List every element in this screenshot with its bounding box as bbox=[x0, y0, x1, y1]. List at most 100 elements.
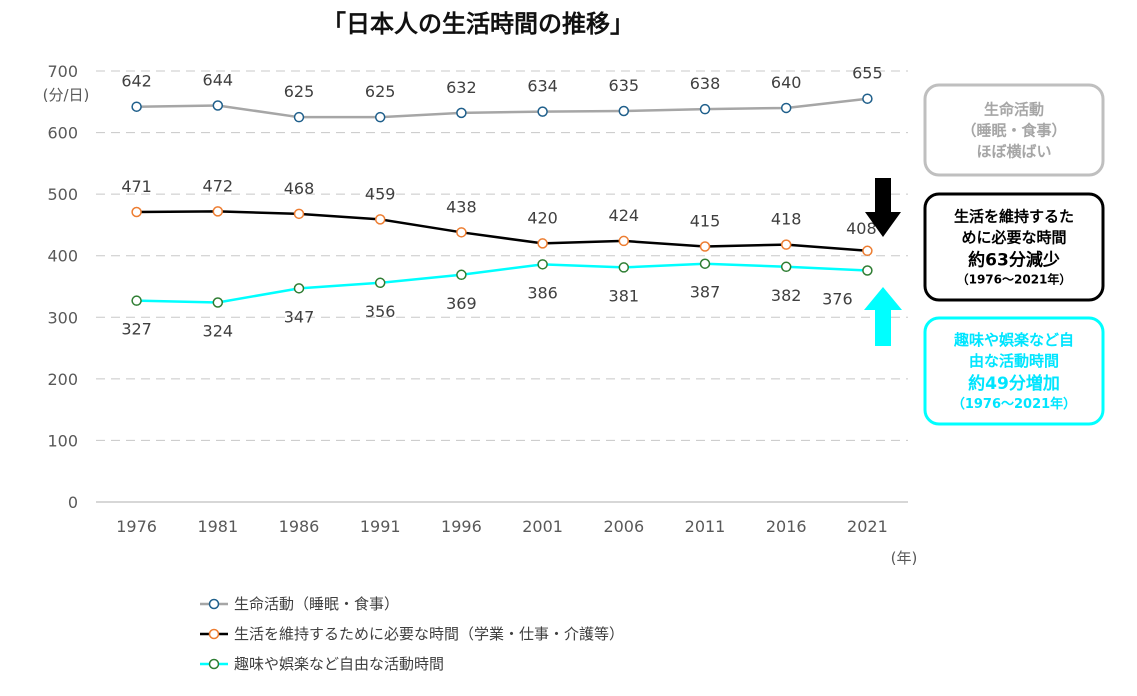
data-label: 327 bbox=[121, 320, 152, 339]
series-line bbox=[136, 97, 868, 119]
data-point bbox=[699, 241, 711, 252]
legend-label: 生活を維持するために必要な時間（学業・仕事・介護等） bbox=[234, 625, 624, 643]
data-point bbox=[537, 238, 548, 249]
y-tick-label: 700 bbox=[47, 62, 78, 81]
data-label: 625 bbox=[284, 82, 315, 101]
data-label: 632 bbox=[446, 78, 477, 97]
x-tick-label: 1991 bbox=[360, 517, 401, 536]
data-point bbox=[618, 262, 630, 273]
data-point bbox=[537, 259, 548, 270]
data-point bbox=[374, 277, 386, 289]
legend-item-3[interactable]: 趣味や娯楽など自由な活動時間 bbox=[200, 655, 444, 673]
annotation-line: 約63分減少 bbox=[968, 250, 1060, 271]
data-point bbox=[537, 106, 548, 117]
data-label: 471 bbox=[121, 177, 152, 196]
annotation-line: めに必要な時間 bbox=[961, 229, 1066, 247]
data-label: 386 bbox=[527, 283, 558, 302]
annotation-line: （1976〜2021年） bbox=[952, 396, 1076, 412]
data-label: 382 bbox=[771, 286, 802, 305]
data-point bbox=[456, 107, 467, 119]
annotation-line: 由な活動時間 bbox=[969, 352, 1059, 370]
data-label: 640 bbox=[771, 73, 802, 92]
annotation-line: ほぼ横ばい bbox=[976, 143, 1051, 161]
data-label: 324 bbox=[203, 322, 234, 341]
y-tick-label: 200 bbox=[47, 370, 78, 389]
y-tick-label: 600 bbox=[47, 124, 78, 143]
data-label: 644 bbox=[203, 70, 234, 89]
data-point bbox=[374, 111, 386, 123]
data-label: 655 bbox=[852, 64, 883, 83]
series-2 bbox=[131, 206, 873, 257]
data-label: 424 bbox=[609, 206, 640, 225]
annotation-line: （1976〜2021年） bbox=[957, 272, 1072, 287]
annotations: 生命活動（睡眠・食事）ほぼ横ばい生活を維持するために必要な時間約63分減少（19… bbox=[864, 83, 1105, 426]
data-point bbox=[131, 101, 142, 112]
data-label: 387 bbox=[690, 283, 721, 302]
x-tick-label: 1986 bbox=[279, 517, 320, 536]
data-label: 415 bbox=[690, 211, 721, 230]
annotation-box bbox=[923, 192, 1105, 302]
y-axis-unit-label: (分/日) bbox=[43, 86, 90, 104]
data-label: 420 bbox=[527, 208, 558, 227]
data-label: 376 bbox=[822, 289, 853, 308]
data-point bbox=[293, 111, 305, 123]
data-point bbox=[212, 297, 224, 308]
legend-label: 趣味や娯楽など自由な活動時間 bbox=[234, 655, 444, 673]
x-tick-label: 1996 bbox=[441, 517, 482, 536]
data-label: 638 bbox=[690, 74, 721, 93]
arrow-down-icon bbox=[865, 178, 901, 237]
x-tick-label: 2006 bbox=[603, 517, 644, 536]
x-tick-label: 2016 bbox=[766, 517, 807, 536]
data-label: 459 bbox=[365, 184, 396, 203]
data-label: 642 bbox=[121, 72, 152, 91]
y-tick-label: 100 bbox=[47, 431, 78, 450]
annotation-box bbox=[923, 83, 1105, 177]
series-lines bbox=[131, 93, 873, 308]
data-label: 408 bbox=[846, 219, 877, 238]
data-point bbox=[212, 206, 224, 217]
legend[interactable]: 生命活動（睡眠・食事） 生活を維持するために必要な時間（学業・仕事・介護等） 趣味や… bbox=[200, 595, 624, 673]
data-point bbox=[618, 235, 630, 247]
y-tick-label: 400 bbox=[47, 247, 78, 266]
x-tick-label: 1981 bbox=[197, 517, 238, 536]
data-label: 369 bbox=[446, 294, 477, 313]
annotation-box bbox=[923, 316, 1105, 426]
data-point bbox=[862, 265, 873, 276]
x-tick-label: 1976 bbox=[116, 517, 157, 536]
legend-item-1[interactable]: 生命活動（睡眠・食事） bbox=[200, 595, 399, 613]
legend-swatch-marker bbox=[208, 658, 220, 670]
legend-item-2[interactable]: 生活を維持するために必要な時間（学業・仕事・介護等） bbox=[200, 625, 624, 643]
axes: 0 100 200 300 400 500 600 700 1976 1981 1986 1991 19… bbox=[47, 62, 908, 536]
gridlines bbox=[96, 70, 908, 441]
data-point bbox=[293, 208, 305, 220]
data-point bbox=[780, 102, 792, 114]
data-label: 356 bbox=[365, 302, 396, 321]
data-point bbox=[456, 227, 467, 238]
annotation-life: 生命活動 （睡眠・食事） ほぼ横ばい bbox=[923, 83, 1105, 177]
x-axis-unit-label: (年) bbox=[891, 549, 918, 567]
data-point bbox=[212, 100, 224, 111]
legend-swatch-marker bbox=[208, 598, 220, 610]
annotation-line: （睡眠・食事） bbox=[961, 122, 1066, 140]
x-tick-label: 2011 bbox=[685, 517, 726, 536]
y-tick-label: 500 bbox=[47, 185, 78, 204]
data-point bbox=[699, 103, 711, 115]
data-label: 625 bbox=[365, 82, 396, 101]
data-label: 635 bbox=[609, 76, 640, 95]
y-tick-label: 0 bbox=[68, 493, 78, 512]
data-point bbox=[699, 258, 711, 269]
data-point bbox=[374, 214, 386, 225]
data-point bbox=[456, 269, 467, 281]
data-labels: 642 644 625 625 632 634 635 638 640 655 471 472 468 4… bbox=[121, 64, 882, 341]
legend-label: 生命活動（睡眠・食事） bbox=[234, 595, 399, 613]
y-tick-label: 300 bbox=[47, 308, 78, 327]
data-point bbox=[131, 206, 142, 218]
data-label: 634 bbox=[527, 77, 558, 96]
data-label: 472 bbox=[203, 176, 234, 195]
data-label: 347 bbox=[284, 307, 315, 326]
series-line bbox=[136, 210, 868, 253]
x-tick-label: 2001 bbox=[522, 517, 563, 536]
